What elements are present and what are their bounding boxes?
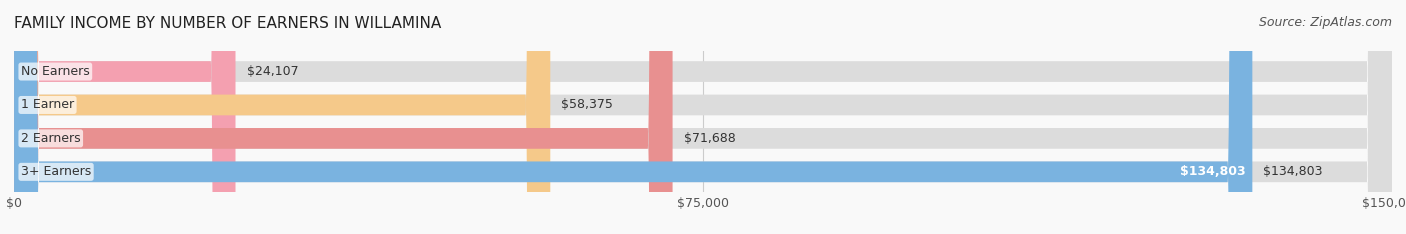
FancyBboxPatch shape — [14, 0, 672, 234]
Text: $71,688: $71,688 — [683, 132, 735, 145]
FancyBboxPatch shape — [14, 0, 550, 234]
FancyBboxPatch shape — [14, 0, 1392, 234]
Text: 2 Earners: 2 Earners — [21, 132, 80, 145]
Text: 1 Earner: 1 Earner — [21, 99, 75, 111]
Text: 3+ Earners: 3+ Earners — [21, 165, 91, 178]
FancyBboxPatch shape — [14, 0, 1253, 234]
Text: Source: ZipAtlas.com: Source: ZipAtlas.com — [1258, 16, 1392, 29]
FancyBboxPatch shape — [14, 0, 1392, 234]
Text: $134,803: $134,803 — [1264, 165, 1323, 178]
FancyBboxPatch shape — [14, 0, 235, 234]
FancyBboxPatch shape — [14, 0, 1392, 234]
Text: $24,107: $24,107 — [246, 65, 298, 78]
Text: $58,375: $58,375 — [561, 99, 613, 111]
FancyBboxPatch shape — [14, 0, 1392, 234]
Text: No Earners: No Earners — [21, 65, 90, 78]
Text: FAMILY INCOME BY NUMBER OF EARNERS IN WILLAMINA: FAMILY INCOME BY NUMBER OF EARNERS IN WI… — [14, 16, 441, 31]
Text: $134,803: $134,803 — [1180, 165, 1246, 178]
